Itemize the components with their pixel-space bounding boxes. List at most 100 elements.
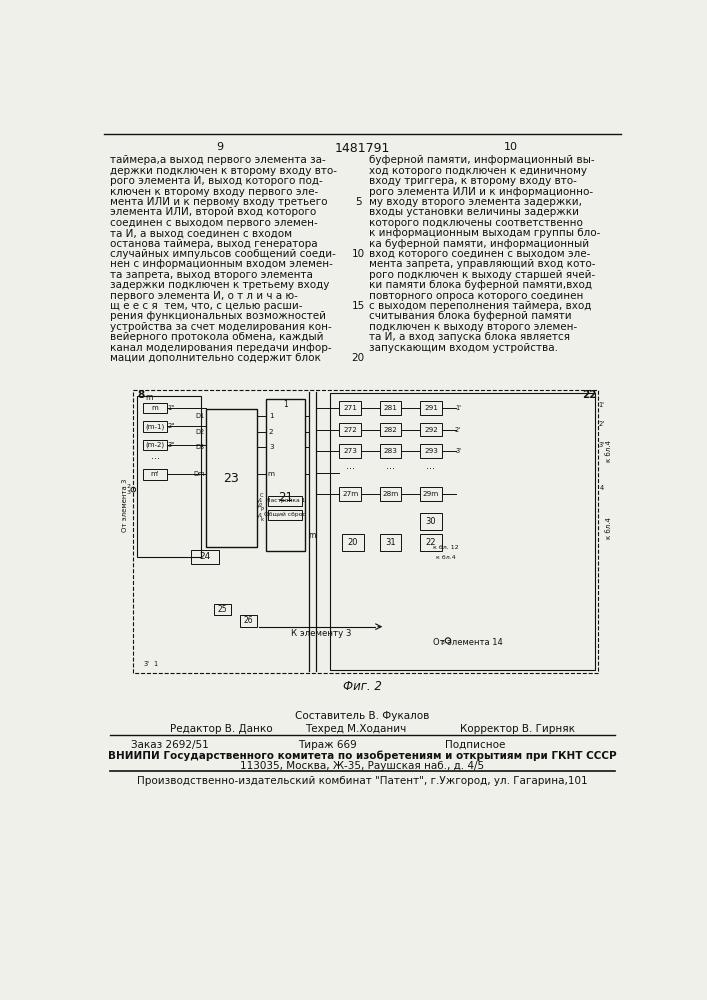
Bar xyxy=(341,534,363,551)
Text: 273: 273 xyxy=(344,448,357,454)
Text: m: m xyxy=(309,531,316,540)
Text: ...: ... xyxy=(426,461,436,471)
Text: 282: 282 xyxy=(384,427,397,433)
Bar xyxy=(420,534,442,551)
Text: К элементу 3: К элементу 3 xyxy=(291,629,351,638)
Text: случайных импульсов сообщений соеди-: случайных импульсов сообщений соеди- xyxy=(110,249,336,259)
Text: 4: 4 xyxy=(600,485,604,491)
Text: 2: 2 xyxy=(127,484,131,489)
Text: Техред М.Ходанич: Техред М.Ходанич xyxy=(305,724,407,734)
Text: задержки подключен к третьему входу: задержки подключен к третьему входу xyxy=(110,280,329,290)
Text: 3: 3 xyxy=(127,490,131,495)
Text: y1: y1 xyxy=(257,498,264,503)
Text: ВНИИПИ Государственного комитета по изобретениям и открытиям при ГКНТ СССР: ВНИИПИ Государственного комитета по изоб… xyxy=(107,751,617,761)
Bar xyxy=(192,550,219,564)
Text: 29m: 29m xyxy=(423,491,439,497)
Text: ...: ... xyxy=(151,451,160,461)
Text: Подписное: Подписное xyxy=(445,740,506,750)
Bar xyxy=(266,399,305,551)
Text: (m-1): (m-1) xyxy=(146,423,165,430)
Text: 21: 21 xyxy=(278,491,293,504)
Text: От элемента 3: От элемента 3 xyxy=(122,478,128,532)
Text: входу триггера, к второму входу вто-: входу триггера, к второму входу вто- xyxy=(369,176,577,186)
Bar xyxy=(380,487,402,501)
Text: 1: 1 xyxy=(269,413,274,419)
Text: ки памяти блока буферной памяти,вход: ки памяти блока буферной памяти,вход xyxy=(369,280,592,290)
Text: 3: 3 xyxy=(269,444,274,450)
Text: повторного опроса которого соединен: повторного опроса которого соединен xyxy=(369,291,583,301)
Bar xyxy=(137,396,201,557)
Text: 25: 25 xyxy=(218,605,227,614)
Text: 2: 2 xyxy=(269,429,274,435)
Text: 5: 5 xyxy=(355,197,361,207)
Text: k: k xyxy=(260,517,264,522)
Text: Корректор В. Гирняк: Корректор В. Гирняк xyxy=(460,724,575,734)
Text: 2": 2" xyxy=(168,423,175,429)
Text: к бл.4: к бл.4 xyxy=(606,440,612,462)
Text: которого подключены соответственно: которого подключены соответственно xyxy=(369,218,583,228)
Text: Редактор В. Данко: Редактор В. Данко xyxy=(170,724,272,734)
Text: y2: y2 xyxy=(257,502,264,508)
Text: 281: 281 xyxy=(384,405,397,411)
Text: 272: 272 xyxy=(344,427,357,433)
Bar xyxy=(380,401,402,415)
Bar xyxy=(420,444,442,458)
Text: считывания блока буферной памяти: считывания блока буферной памяти xyxy=(369,311,571,321)
Text: рения функциональных возможностей: рения функциональных возможностей xyxy=(110,311,326,321)
Text: 15: 15 xyxy=(351,301,365,311)
Text: к бл.4: к бл.4 xyxy=(436,555,455,560)
Text: 9: 9 xyxy=(216,142,223,152)
Text: 27m: 27m xyxy=(342,491,358,497)
Text: рого подключен к выходу старшей ячей-: рого подключен к выходу старшей ячей- xyxy=(369,270,595,280)
Text: 1: 1 xyxy=(283,400,288,409)
Text: канал моделирования передачи инфор-: канал моделирования передачи инфор- xyxy=(110,343,332,353)
Text: m: m xyxy=(268,471,275,477)
Text: 20: 20 xyxy=(351,353,365,363)
Text: C: C xyxy=(260,493,264,498)
Text: 271: 271 xyxy=(344,405,357,411)
Text: рого элемента ИЛИ и к информационно-: рого элемента ИЛИ и к информационно- xyxy=(369,187,593,197)
Text: та И, а вход запуска блока является: та И, а вход запуска блока является xyxy=(369,332,570,342)
Bar xyxy=(339,444,361,458)
Text: входы установки величины задержки: входы установки величины задержки xyxy=(369,207,579,217)
Text: Настройка 1: Настройка 1 xyxy=(266,498,305,503)
Text: мента ИЛИ и к первому входу третьего: мента ИЛИ и к первому входу третьего xyxy=(110,197,327,207)
Text: 26: 26 xyxy=(244,616,254,625)
Text: 8: 8 xyxy=(137,390,145,400)
Text: P: P xyxy=(260,507,264,512)
Text: 23: 23 xyxy=(223,472,239,485)
Text: 20: 20 xyxy=(347,538,358,547)
Text: соединен с выходом первого элемен-: соединен с выходом первого элемен- xyxy=(110,218,318,228)
Text: 1: 1 xyxy=(153,661,157,667)
Bar xyxy=(339,401,361,415)
Text: 3': 3' xyxy=(598,442,604,448)
Text: 24: 24 xyxy=(200,552,211,561)
Text: 1481791: 1481791 xyxy=(334,142,390,155)
Text: рого элемента И, выход которого под-: рого элемента И, выход которого под- xyxy=(110,176,323,186)
Bar xyxy=(420,513,442,530)
Text: y1: y1 xyxy=(257,513,264,518)
Text: та запрета, выход второго элемента: та запрета, выход второго элемента xyxy=(110,270,313,280)
Bar xyxy=(143,469,168,480)
Text: ход которого подключен к единичному: ход которого подключен к единичному xyxy=(369,166,587,176)
Text: устройства за счет моделирования кон-: устройства за счет моделирования кон- xyxy=(110,322,332,332)
Text: 3': 3' xyxy=(455,448,461,454)
Text: 3': 3' xyxy=(144,661,149,667)
Bar xyxy=(380,534,402,551)
Text: 22: 22 xyxy=(426,538,436,547)
Text: та И, а выход соединен с входом: та И, а выход соединен с входом xyxy=(110,228,292,238)
Bar xyxy=(339,423,361,436)
Bar xyxy=(143,440,168,450)
Text: буферной памяти, информационный вы-: буферной памяти, информационный вы- xyxy=(369,155,595,165)
Text: 293: 293 xyxy=(424,448,438,454)
Text: 2': 2' xyxy=(598,421,604,427)
Text: D1: D1 xyxy=(196,413,204,419)
Text: запускающим входом устройства.: запускающим входом устройства. xyxy=(369,343,558,353)
Text: 31: 31 xyxy=(385,538,396,547)
Text: му входу второго элемента задержки,: му входу второго элемента задержки, xyxy=(369,197,582,207)
Text: таймера,а выход первого элемента за-: таймера,а выход первого элемента за- xyxy=(110,155,326,165)
Text: к бл. 12: к бл. 12 xyxy=(433,545,458,550)
Text: 28m: 28m xyxy=(382,491,399,497)
Text: D3: D3 xyxy=(196,444,204,450)
Text: Фиг. 2: Фиг. 2 xyxy=(342,680,381,693)
